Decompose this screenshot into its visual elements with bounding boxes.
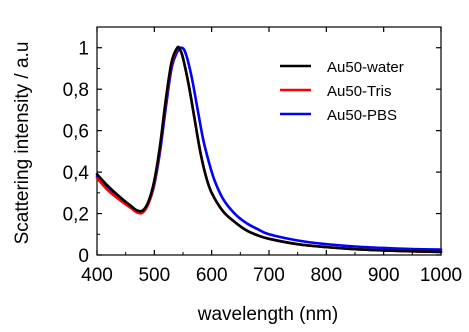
series-line-au50-tris <box>95 46 443 254</box>
y-tick-label: 0 <box>78 246 89 267</box>
y-tick-label: 0,4 <box>63 163 90 184</box>
x-tick-label: 400 <box>81 265 113 286</box>
x-tick-label: 600 <box>196 265 228 286</box>
legend: Au50-water Au50-Tris Au50-PBS <box>280 59 404 124</box>
legend-label: Au50-water <box>327 59 404 76</box>
x-axis-label: wavelength (nm) <box>197 304 338 325</box>
y-tick-label: 0,8 <box>63 80 89 101</box>
legend-label: Au50-Tris <box>327 83 391 100</box>
y-tick-label: 1 <box>78 39 89 60</box>
y-tick-label: 0,2 <box>63 205 89 226</box>
axes: 400 500 600 700 800 900 1000 0 0,2 0,4 0,6 0,8 1 <box>63 26 462 286</box>
y-tick-label: 0,6 <box>63 122 89 143</box>
y-axis-label: Scattering intensity / a.u <box>12 42 33 245</box>
x-tick-label: 700 <box>253 265 285 286</box>
series-lines <box>95 45 443 254</box>
series-line-au50-water <box>95 45 443 254</box>
x-tick-label: 800 <box>310 265 342 286</box>
series-line-au50-pbs <box>95 46 443 251</box>
x-tick-label: 1000 <box>420 265 462 286</box>
x-tick-label: 900 <box>368 265 400 286</box>
legend-label: Au50-PBS <box>327 107 397 124</box>
x-tick-label: 500 <box>138 265 170 286</box>
